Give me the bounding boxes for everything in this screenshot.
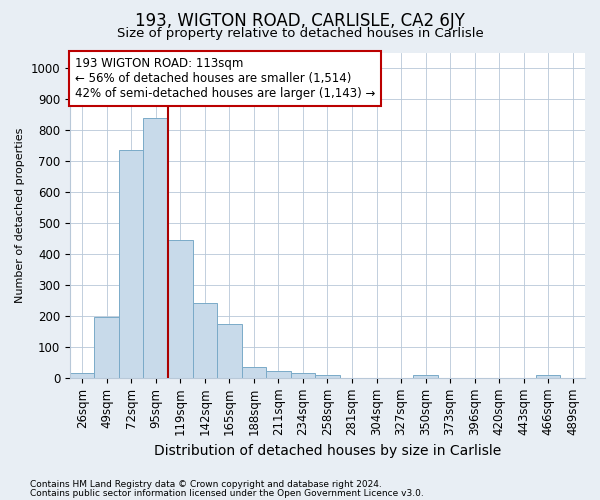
Text: Contains HM Land Registry data © Crown copyright and database right 2024.: Contains HM Land Registry data © Crown c… bbox=[30, 480, 382, 489]
Text: 193, WIGTON ROAD, CARLISLE, CA2 6JY: 193, WIGTON ROAD, CARLISLE, CA2 6JY bbox=[135, 12, 465, 30]
X-axis label: Distribution of detached houses by size in Carlisle: Distribution of detached houses by size … bbox=[154, 444, 501, 458]
Bar bbox=[70, 373, 94, 378]
Bar bbox=[119, 150, 143, 378]
Bar bbox=[536, 376, 560, 378]
Bar bbox=[168, 240, 193, 378]
Bar bbox=[290, 373, 315, 378]
Bar bbox=[94, 318, 119, 378]
Text: 193 WIGTON ROAD: 113sqm
← 56% of detached houses are smaller (1,514)
42% of semi: 193 WIGTON ROAD: 113sqm ← 56% of detache… bbox=[75, 58, 376, 100]
Bar bbox=[217, 324, 242, 378]
Bar bbox=[266, 371, 290, 378]
Bar bbox=[413, 376, 438, 378]
Bar bbox=[242, 367, 266, 378]
Y-axis label: Number of detached properties: Number of detached properties bbox=[15, 128, 25, 303]
Text: Size of property relative to detached houses in Carlisle: Size of property relative to detached ho… bbox=[116, 28, 484, 40]
Text: Contains public sector information licensed under the Open Government Licence v3: Contains public sector information licen… bbox=[30, 488, 424, 498]
Bar bbox=[315, 376, 340, 378]
Bar bbox=[193, 304, 217, 378]
Bar bbox=[143, 118, 168, 378]
